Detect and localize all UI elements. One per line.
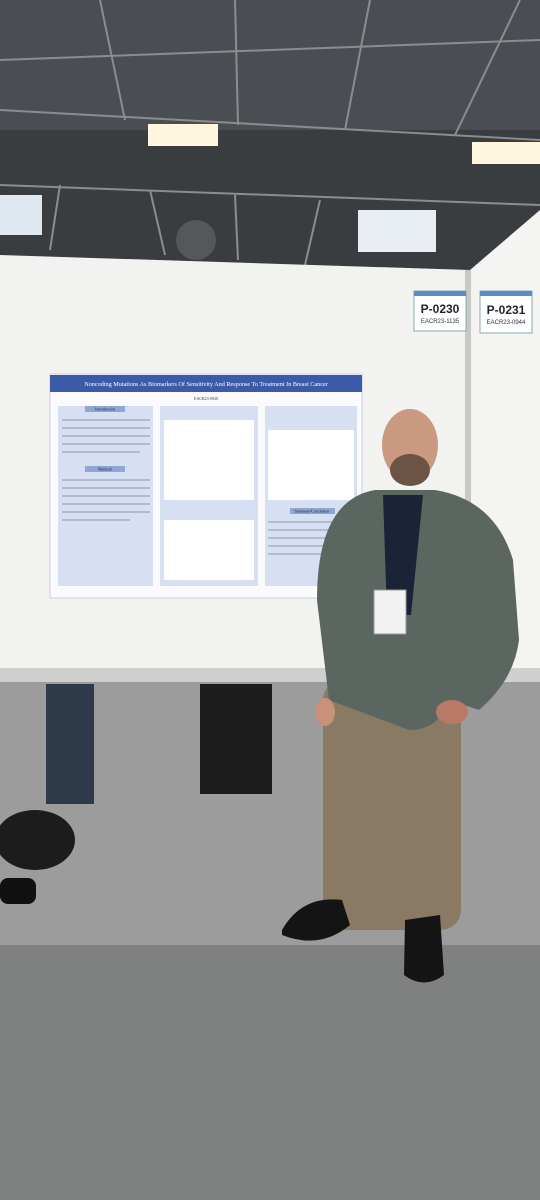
board-label: P-0230 EACR23-1135: [413, 290, 467, 332]
hand: [436, 700, 468, 724]
ceiling-light: [472, 142, 540, 164]
poster-title: Noncoding Mutations As Biomarkers Of Sen…: [84, 381, 328, 388]
section-heading: Summary/Conclusion: [295, 509, 330, 514]
ceiling-panels: [0, 0, 540, 130]
poster-header: [50, 375, 362, 392]
person: [282, 409, 519, 983]
section-bar: [85, 406, 125, 412]
label-stripe: [480, 291, 532, 296]
board-number: P-0231: [487, 303, 526, 317]
background-person: [200, 684, 272, 794]
jacket: [317, 490, 519, 730]
shoe: [404, 915, 444, 983]
board-code: EACR23-1135: [421, 319, 460, 325]
shoe: [282, 899, 350, 941]
section-heading: Introduction: [95, 407, 115, 412]
board-code: EACR23-0944: [487, 320, 526, 326]
poster-figure: [164, 420, 254, 500]
board-label: P-0231 EACR23-0944: [479, 290, 533, 334]
shirt: [383, 495, 423, 615]
poster-figure: [164, 520, 254, 580]
skylight: [358, 210, 436, 252]
carpet-dark: [0, 945, 540, 1200]
poster-code: EACR23-0920: [194, 396, 218, 401]
section-bar: [290, 508, 335, 514]
skylight: [0, 195, 42, 235]
trousers: [323, 680, 461, 930]
bag: [0, 810, 75, 870]
section-bar: [85, 466, 125, 472]
bag: [0, 878, 36, 904]
label-stripe: [414, 291, 466, 296]
ceiling-grid: [0, 0, 540, 266]
ceiling-light: [148, 124, 218, 146]
board-number: P-0230: [421, 302, 460, 316]
ceiling-fixture: [176, 220, 216, 260]
background-person: [46, 684, 94, 804]
badge: [373, 589, 407, 635]
board-divider: [465, 270, 471, 682]
poster-figure: [268, 430, 354, 500]
beard: [390, 454, 430, 486]
hand: [315, 698, 335, 726]
section-heading: Methods: [98, 467, 112, 472]
